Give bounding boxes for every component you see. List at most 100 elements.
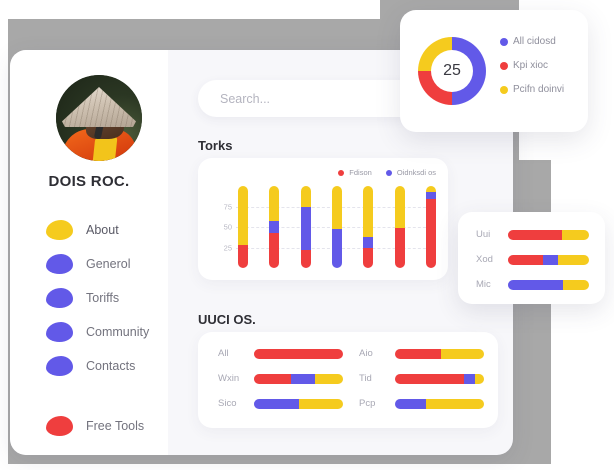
pill-segment: [291, 373, 315, 384]
sidebar-item-free-tools[interactable]: Free Tools: [46, 409, 176, 443]
pill-row-label: Aio: [359, 348, 373, 359]
donut-chart: 25: [418, 37, 486, 105]
legend-label: All cidosd: [513, 36, 556, 47]
mini-progress-row[interactable]: Mic: [476, 279, 589, 290]
sidebar-item-toriffs[interactable]: Toriffs: [46, 281, 176, 315]
bar-segment: [269, 186, 280, 222]
progress-pill: [395, 398, 484, 409]
backdrop-notch-right-3: [551, 300, 614, 470]
progress-pill: [395, 348, 484, 359]
y-axis-tick-label: 50: [223, 222, 232, 232]
avatar: [56, 75, 142, 161]
legend-dot-icon: [500, 85, 508, 94]
y-axis-tick-label: 25: [223, 243, 232, 252]
pill-row-label: Mic: [476, 279, 491, 290]
pill-segment: [508, 279, 564, 290]
uuci-section-title: UUCI OS.: [198, 312, 256, 327]
progress-pill: [254, 348, 343, 359]
legend-item-oidnksdi-os: Oidnksdi os: [385, 168, 436, 177]
legend-label: Kpi xioc: [513, 60, 549, 71]
pill-row-label: Sico: [218, 398, 237, 409]
sidebar-item-generol[interactable]: Generol: [46, 247, 176, 281]
mini-progress-row[interactable]: Xod: [476, 254, 589, 265]
sidebar-item-contacts[interactable]: Contacts: [46, 349, 176, 383]
pill-segment: [558, 254, 589, 265]
legend-item-pcifn-doinvi: Pcifn doinvi: [500, 84, 564, 95]
sidebar-item-community[interactable]: Community: [46, 315, 176, 349]
pill-segment: [542, 254, 559, 265]
progress-pill: [508, 229, 589, 240]
bar-column[interactable]: [425, 186, 436, 268]
uuci-progress-row[interactable]: Tid: [359, 373, 484, 384]
toriffs-blob-icon: [46, 288, 73, 308]
uuci-progress-row[interactable]: All: [218, 348, 343, 359]
pill-segment: [254, 398, 299, 409]
pill-row-label: Wxin: [218, 373, 240, 384]
pill-row-label: Uui: [476, 229, 491, 240]
bar-segment: [425, 191, 436, 200]
legend-item-all-cidosd: All cidosd: [500, 36, 564, 47]
legend-item-fdison: Fdison: [338, 168, 372, 177]
bar-segment: [425, 199, 436, 268]
bar-segment: [269, 221, 280, 233]
sidebar: DOIS ROC. About Generol Toriffs Communit…: [10, 50, 168, 455]
progress-pill: [254, 398, 343, 409]
y-axis-tick-label: 75: [223, 202, 232, 211]
pill-segment: [395, 373, 465, 384]
about-blob-icon: [46, 220, 73, 240]
sidebar-item-label: About: [86, 223, 119, 237]
pill-segment: [464, 373, 476, 384]
bar-segment: [238, 186, 248, 246]
mini-progress-card: Uui Xod Mic: [458, 212, 605, 304]
sidebar-item-label: Community: [86, 325, 150, 339]
bar-segment: [331, 228, 342, 268]
progress-pill: [508, 279, 589, 290]
uuci-progress-card: All Aio Wxin Tid Sico Pcp: [198, 332, 498, 428]
pill-segment: [475, 373, 484, 384]
bar-segment: [331, 186, 342, 229]
backdrop-notch-topleft: [0, 0, 380, 19]
bar-segment: [238, 245, 248, 268]
bar-chart-plot: 25 50 75: [214, 186, 436, 268]
bar-segment: [425, 186, 436, 192]
legend-label: Pcifn doinvi: [513, 84, 565, 95]
bar-chart-legend: Fdison Oidnksdi os: [338, 168, 436, 177]
pill-segment: [254, 348, 343, 359]
contacts-blob-icon: [46, 356, 73, 376]
pill-segment: [441, 348, 484, 359]
progress-pill: [254, 373, 343, 384]
legend-dot-icon: [500, 37, 508, 46]
donut-legend: All cidosd Kpi xioc Pcifn doinvi: [500, 36, 564, 95]
bar-column[interactable]: [363, 186, 374, 268]
bar-segment: [300, 249, 311, 268]
legend-dot-icon: [385, 169, 392, 176]
profile-name: DOIS ROC.: [48, 173, 130, 190]
uuci-progress-row[interactable]: Aio: [359, 348, 484, 359]
pill-segment: [298, 398, 343, 409]
legend-label: Fdison: [349, 168, 372, 177]
donut-stats-card: 25 All cidosd Kpi xioc Pcifn doinvi: [400, 10, 588, 132]
uuci-progress-row[interactable]: Wxin: [218, 373, 343, 384]
legend-item-kpi-xioc: Kpi xioc: [500, 60, 564, 71]
torks-chart-card: Fdison Oidnksdi os 25 50 75: [198, 158, 448, 280]
bar-series-group: [238, 186, 436, 268]
bar-segment: [394, 186, 405, 228]
progress-pill: [508, 254, 589, 265]
pill-segment: [562, 229, 589, 240]
bar-column[interactable]: [300, 186, 311, 268]
bar-column[interactable]: [238, 186, 248, 268]
sidebar-item-about[interactable]: About: [46, 213, 176, 247]
pill-row-label: Xod: [476, 254, 493, 265]
sidebar-menu: About Generol Toriffs Community Contacts: [46, 213, 176, 443]
mini-progress-row[interactable]: Uui: [476, 229, 589, 240]
bar-segment: [269, 232, 280, 268]
pill-segment: [508, 229, 563, 240]
bar-column[interactable]: [394, 186, 405, 268]
uuci-progress-row[interactable]: Pcp: [359, 398, 484, 409]
bar-column[interactable]: [331, 186, 342, 268]
bar-column[interactable]: [269, 186, 280, 268]
mini-progress-rows: Uui Xod Mic: [476, 229, 589, 290]
pill-segment: [508, 254, 543, 265]
uuci-progress-row[interactable]: Sico: [218, 398, 343, 409]
